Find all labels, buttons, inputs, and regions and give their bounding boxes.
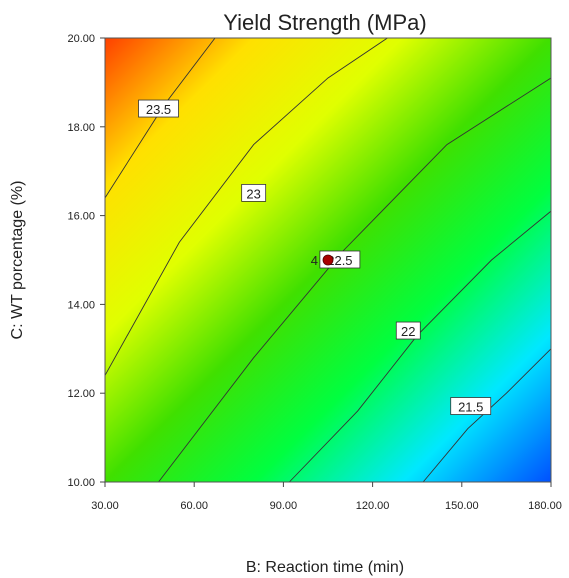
design-point-label: 4 [311, 253, 318, 268]
chart-title: Yield Strength (MPa) [223, 10, 426, 35]
x-tick-label: 30.00 [91, 500, 119, 512]
x-tick-label: 90.00 [270, 500, 298, 512]
y-tick-label: 18.00 [67, 122, 95, 134]
x-tick-label: 180.00 [528, 500, 562, 512]
x-tick-label: 150.00 [445, 500, 479, 512]
design-point [322, 254, 334, 266]
contour-label: 23 [246, 186, 260, 201]
contour-label-box [395, 321, 421, 340]
x-axis-label: B: Reaction time (min) [246, 559, 404, 576]
contour-label-box [241, 183, 267, 202]
contour-label: 21.5 [458, 400, 483, 415]
x-axis-ticks: 30.00 60.00 90.00 120.00 150.00 180.00 [91, 482, 562, 512]
contour-label: 23.5 [146, 102, 171, 117]
y-tick-label: 20.00 [67, 33, 95, 45]
y-tick-label: 12.00 [67, 388, 95, 400]
contour-line [104, 37, 388, 376]
y-tick-label: 10.00 [67, 477, 95, 489]
x-tick-label: 120.00 [356, 500, 390, 512]
contour-label: 22.5 [327, 253, 352, 268]
contour-label-box [138, 99, 179, 118]
y-axis-label: C: WT porcentage (%) [9, 181, 26, 340]
plot-frame [104, 37, 552, 483]
contour-label: 22 [401, 324, 415, 339]
y-tick-label: 14.00 [67, 299, 95, 311]
contour-labels: 23.5 23 22.5 22 21.5 [138, 99, 492, 415]
y-tick-label: 16.00 [67, 211, 95, 223]
contour-label-box [450, 397, 492, 415]
y-axis-ticks: 10.00 12.00 14.00 16.00 18.00 20.00 [67, 33, 105, 489]
x-tick-label: 60.00 [180, 500, 208, 512]
design-point-group: 4 [311, 253, 334, 268]
